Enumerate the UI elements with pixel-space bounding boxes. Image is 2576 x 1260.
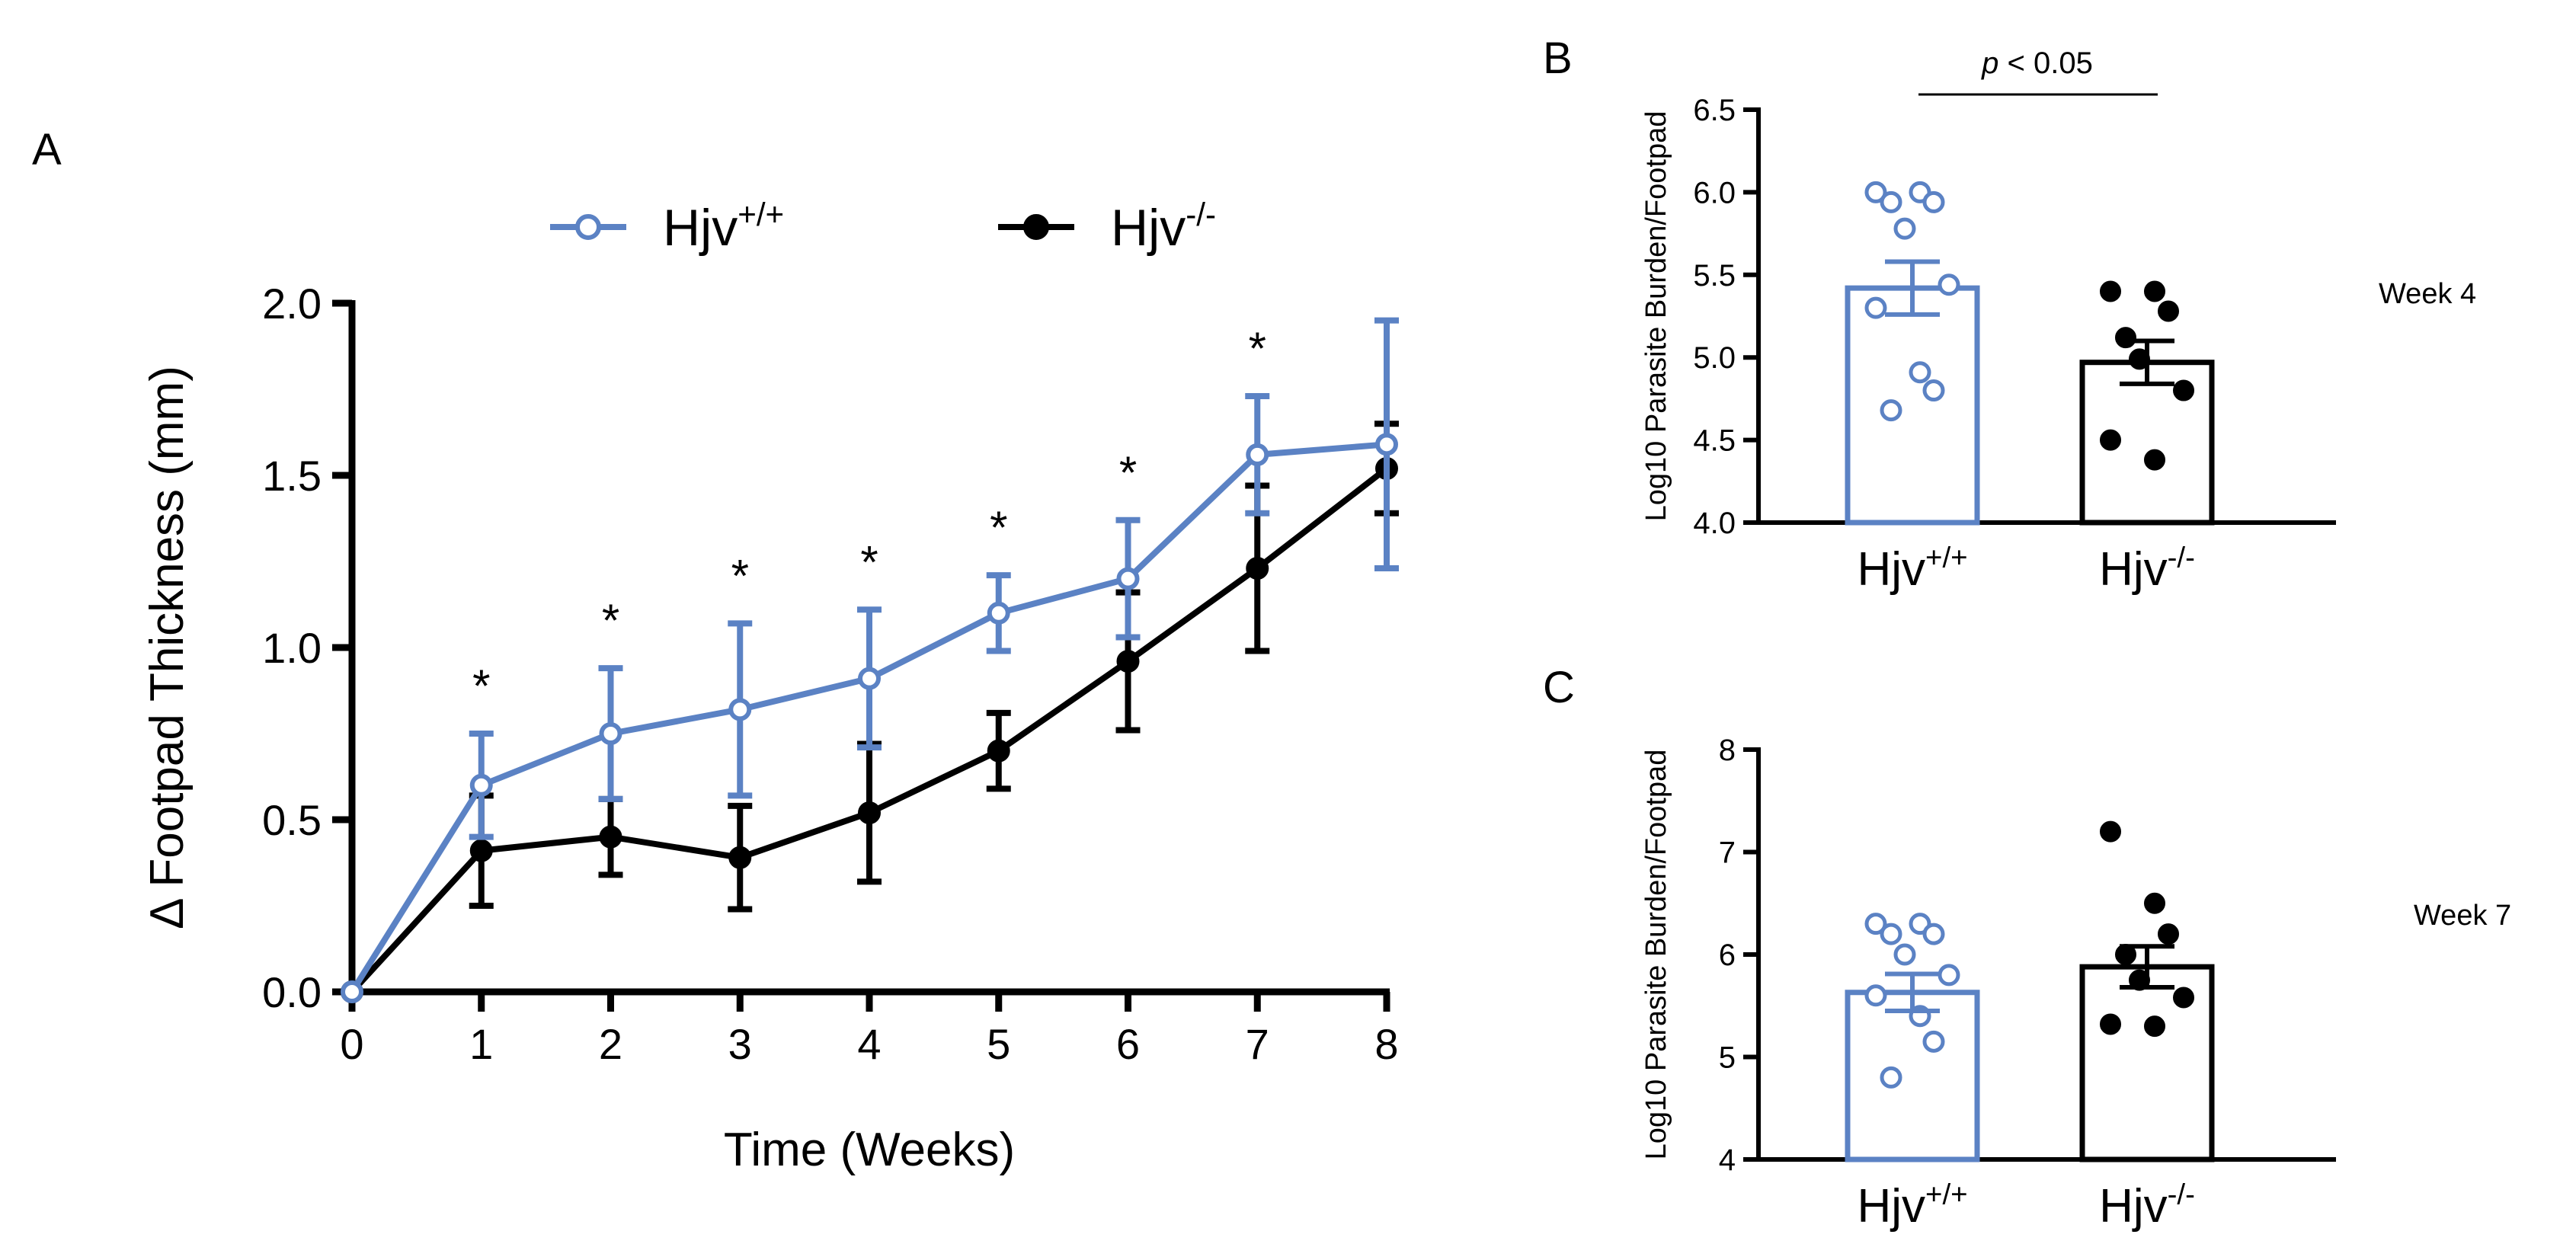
y-axis-title: Log10 Parasite Burden/Footpad <box>1640 111 1672 522</box>
data-point <box>2145 450 2165 470</box>
data-point <box>1911 363 1929 382</box>
data-point <box>602 724 620 743</box>
y-tick-label: 1.5 <box>262 452 322 500</box>
data-point <box>2158 924 2178 944</box>
y-tick-label: 2.0 <box>262 280 322 328</box>
significance-star: * <box>860 536 878 587</box>
data-point <box>859 802 880 823</box>
data-point <box>1940 276 1958 294</box>
data-point <box>988 740 1010 762</box>
y-axis-title: Δ Footpad Thickness (mm) <box>141 366 194 929</box>
y-tick-label: 4.0 <box>1693 507 1736 540</box>
data-point <box>1246 558 1268 579</box>
data-point <box>2145 894 2165 913</box>
data-point <box>2116 328 2136 347</box>
data-point <box>1378 435 1396 453</box>
data-point <box>2101 1014 2120 1034</box>
x-axis-title: Time (Weeks) <box>724 1124 1015 1176</box>
line-chart-footpad: 0.0 0.5 1.0 1.5 2.0 0 1 2 3 4 5 6 7 8 Time (Weeks) Δ Fo… <box>141 197 1399 1176</box>
x-tick-label: 6 <box>1116 1020 1140 1068</box>
data-point <box>1925 382 1943 400</box>
data-point <box>471 840 492 862</box>
panel-label-b: B <box>1543 34 1573 83</box>
data-point <box>1118 651 1139 672</box>
bar <box>1848 288 1977 523</box>
data-point <box>1925 193 1943 211</box>
data-point <box>1925 1032 1943 1051</box>
category-label: Hjv-/- <box>2099 1178 2195 1233</box>
data-point <box>1248 446 1266 464</box>
legend-label: Hjv-/- <box>1111 197 1216 257</box>
data-point <box>1867 987 1885 1005</box>
data-point <box>1896 219 1914 238</box>
data-point <box>2101 281 2120 301</box>
data-point <box>2145 1016 2165 1036</box>
data-point <box>990 604 1008 622</box>
category-label: Hjv-/- <box>2099 541 2195 596</box>
data-point <box>2101 822 2120 842</box>
y-tick-label: 0.0 <box>262 968 322 1016</box>
data-point <box>2174 987 2194 1007</box>
data-point <box>1925 925 1943 943</box>
legend-label: Hjv+/+ <box>663 197 784 257</box>
data-point <box>1867 299 1885 317</box>
y-tick-label: 6.0 <box>1693 176 1736 209</box>
x-tick-label: 3 <box>728 1020 752 1068</box>
data-point <box>2145 281 2165 301</box>
y-tick-label: 5.5 <box>1693 259 1736 293</box>
data-point <box>1882 925 1900 943</box>
data-point <box>600 827 622 848</box>
category-label: Hjv+/+ <box>1857 541 1967 596</box>
data-point <box>1882 401 1900 420</box>
y-tick-label: 0.5 <box>262 796 322 844</box>
data-point <box>1882 1068 1900 1086</box>
bar-chart-week4: 4.0 4.5 5.0 5.5 6.0 6.5 Log10 Parasite Burden/… <box>1640 46 2476 596</box>
data-point <box>343 983 361 1001</box>
y-tick-label: 6 <box>1719 939 1736 972</box>
significance-star: * <box>602 595 619 646</box>
significance-star: * <box>731 550 749 601</box>
y-tick-label: 5.0 <box>1693 341 1736 375</box>
y-tick-label: 1.0 <box>262 624 322 672</box>
y-tick-label: 7 <box>1719 836 1736 870</box>
data-point <box>2158 301 2178 321</box>
data-point <box>729 847 750 868</box>
side-label: Week 7 <box>2414 900 2511 932</box>
data-point <box>1882 193 1900 211</box>
data-point <box>1119 570 1138 588</box>
data-point <box>1896 945 1914 964</box>
x-tick-label: 8 <box>1374 1020 1398 1068</box>
legend-marker <box>1024 215 1048 239</box>
side-label: Week 4 <box>2379 278 2476 310</box>
x-tick-label: 0 <box>340 1020 363 1068</box>
category-label: Hjv+/+ <box>1857 1178 1967 1233</box>
y-axis-title: Log10 Parasite Burden/Footpad <box>1640 750 1672 1160</box>
legend-marker <box>578 216 599 238</box>
figure: A B C 0.0 0.5 1.0 1.5 2.0 0 1 2 3 4 5 6 7 8 Time (Week… <box>0 0 2576 1260</box>
y-tick-label: 6.5 <box>1693 94 1736 127</box>
data-point <box>2101 430 2120 450</box>
significance-star: * <box>1249 323 1266 374</box>
data-point <box>2174 381 2194 401</box>
x-tick-label: 1 <box>469 1020 493 1068</box>
y-tick-label: 4.5 <box>1693 424 1736 458</box>
x-tick-label: 2 <box>599 1020 622 1068</box>
significance-star: * <box>1119 447 1137 498</box>
data-point <box>731 700 749 718</box>
significance-star: * <box>990 502 1007 553</box>
significance-label: p < 0.05 <box>1981 46 2093 80</box>
y-tick-label: 4 <box>1719 1143 1736 1177</box>
x-tick-label: 5 <box>987 1020 1010 1068</box>
data-point <box>1940 966 1958 984</box>
data-point <box>472 776 491 795</box>
panel-label-a: A <box>32 125 62 174</box>
panel-label-c: C <box>1543 663 1575 712</box>
data-point <box>860 670 878 688</box>
y-tick-label: 5 <box>1719 1041 1736 1075</box>
x-tick-label: 4 <box>857 1020 881 1068</box>
bar-chart-week7: 4 5 6 7 8 Log10 Parasite Burden/Footpad Hjv+/+… <box>1640 734 2511 1233</box>
significance-star: * <box>472 660 490 712</box>
y-tick-label: 8 <box>1719 734 1736 767</box>
x-tick-label: 7 <box>1246 1020 1269 1068</box>
